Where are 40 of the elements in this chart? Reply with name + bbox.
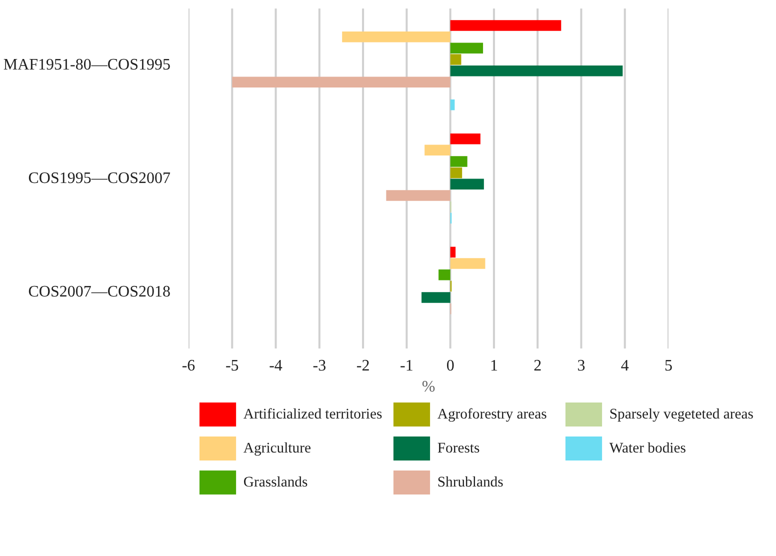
legend-label: Agroforestry areas <box>437 406 548 422</box>
bar <box>450 258 486 269</box>
legend-label: Grasslands <box>243 474 308 490</box>
legend-label: Artificialized territories <box>243 406 382 422</box>
legend-label: Water bodies <box>609 440 686 456</box>
x-tick-label: 1 <box>490 358 498 374</box>
x-tick-label: 4 <box>620 358 629 374</box>
y-tick-label: COS2007—COS2018 <box>28 283 170 300</box>
bar <box>450 178 484 190</box>
bar <box>450 65 623 76</box>
bar <box>450 133 480 144</box>
x-tick-label: 3 <box>577 358 586 374</box>
bar <box>422 292 450 303</box>
bar <box>342 31 450 42</box>
x-tick-label: 0 <box>446 358 454 374</box>
x-tick-label: -6 <box>182 358 196 374</box>
legend-label: Sparsely vegeteted areas <box>609 406 754 422</box>
x-tick-label: -2 <box>356 358 370 374</box>
legend-label: Forests <box>437 440 480 456</box>
x-tick-label: 5 <box>664 358 672 374</box>
bar <box>450 20 562 31</box>
x-tick-label: -3 <box>312 358 326 374</box>
bar <box>450 167 462 178</box>
x-axis-title: % <box>422 378 436 396</box>
bar <box>232 76 450 88</box>
x-tick-label: 2 <box>534 358 542 374</box>
bar <box>438 269 450 280</box>
y-tick-label: MAF1951-80—COS1995 <box>3 56 171 74</box>
x-tick-label: -4 <box>269 358 282 374</box>
y-tick-label: COS1995—COS2007 <box>28 170 170 187</box>
bar <box>386 190 450 201</box>
bar <box>450 42 484 54</box>
bar <box>424 144 450 156</box>
legend-label: Agriculture <box>243 440 311 456</box>
x-tick-label: -5 <box>225 358 239 374</box>
x-tick-label: -1 <box>400 358 414 374</box>
bar <box>450 156 468 167</box>
bar <box>450 54 462 65</box>
legend-label: Shrublands <box>437 474 504 490</box>
bar <box>450 246 456 258</box>
